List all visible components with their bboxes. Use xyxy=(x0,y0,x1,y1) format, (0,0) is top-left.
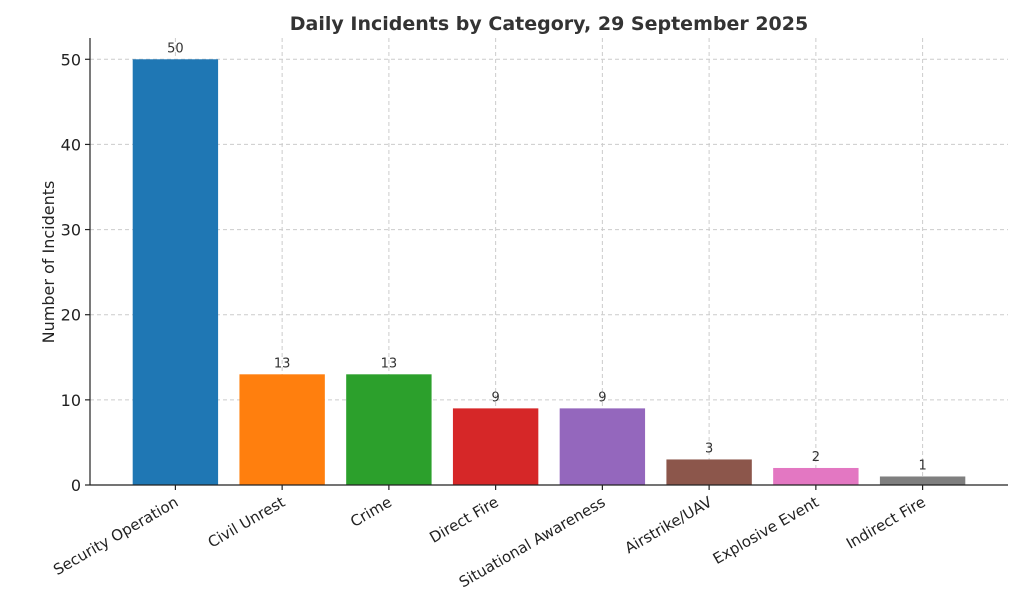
data-label: 9 xyxy=(491,390,499,405)
y-tick-label: 0 xyxy=(71,476,81,495)
y-tick-label: 30 xyxy=(61,221,81,240)
x-tick-label: Civil Unrest xyxy=(205,493,288,552)
bar-crime xyxy=(346,374,432,485)
x-tick-label: Indirect Fire xyxy=(843,493,929,553)
bar-direct-fire xyxy=(452,408,539,485)
data-labels-layer: 50 13 13 9 9 3 2 1 xyxy=(167,41,927,473)
x-tick-label: Security Operation xyxy=(50,493,181,579)
y-axis-label: Number of Incidents xyxy=(39,181,58,344)
y-tick-label: 40 xyxy=(61,135,81,154)
x-tick-label: Explosive Event xyxy=(710,493,822,568)
data-label: 2 xyxy=(812,450,820,465)
bar-airstrike-uav xyxy=(666,459,752,485)
bar-civil-unrest xyxy=(239,374,325,485)
bar-security-operation xyxy=(132,59,219,486)
data-label: 3 xyxy=(705,441,713,456)
data-label: 50 xyxy=(167,41,184,56)
x-tick-label: Airstrike/UAV xyxy=(622,493,716,558)
bars-layer xyxy=(132,59,966,486)
y-tick-label: 20 xyxy=(61,306,81,325)
x-tick-label: Direct Fire xyxy=(426,493,501,547)
data-label: 13 xyxy=(274,356,291,371)
grid-layer xyxy=(90,38,1008,486)
data-label: 13 xyxy=(381,356,398,371)
bar-indirect-fire xyxy=(879,476,966,485)
data-label: 1 xyxy=(918,458,926,473)
y-tick-label: 10 xyxy=(61,391,81,410)
x-tick-label: Crime xyxy=(347,493,395,531)
bar-situational-awareness xyxy=(559,408,646,485)
data-label: 9 xyxy=(598,390,606,405)
chart-title: Daily Incidents by Category, 29 Septembe… xyxy=(290,13,808,35)
y-tick-label: 50 xyxy=(61,50,81,69)
bar-explosive-event xyxy=(773,467,859,485)
